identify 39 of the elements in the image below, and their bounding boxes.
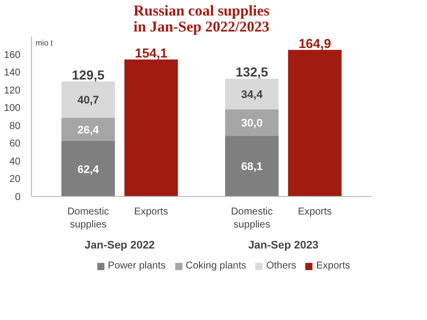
total-label: 164,9 bbox=[298, 36, 332, 51]
legend-label: Coking plants bbox=[186, 260, 246, 272]
bar bbox=[288, 50, 342, 196]
bar bbox=[225, 78, 279, 110]
legend-label: Power plants bbox=[108, 260, 166, 272]
total-label: 129,5 bbox=[72, 67, 104, 82]
x-tick-label: Exports bbox=[134, 206, 168, 218]
x-tick-label: Exports bbox=[298, 206, 332, 218]
bar bbox=[225, 136, 279, 196]
text: Jan-Sep 2023 bbox=[248, 240, 319, 252]
bar bbox=[124, 60, 178, 196]
bar bbox=[61, 141, 115, 196]
data-label: 26,4 bbox=[77, 124, 100, 136]
text: Jan-Sep 2022 bbox=[84, 240, 155, 252]
data-label: 40,7 bbox=[77, 94, 99, 106]
y-tick-label: 100 bbox=[4, 103, 21, 114]
bar bbox=[61, 81, 115, 118]
y-tick-label: 0 bbox=[14, 192, 21, 203]
y-tick-label: 80 bbox=[9, 120, 21, 132]
y-tick-label: 140 bbox=[4, 68, 21, 79]
y-tick-label: 160 bbox=[4, 50, 21, 61]
x-tick-label: Domestic supplies bbox=[67, 206, 110, 231]
bar bbox=[61, 118, 115, 142]
data-label: 34,4 bbox=[241, 89, 264, 102]
total-label: 132,5 bbox=[236, 64, 268, 80]
legend-label: Others bbox=[266, 260, 296, 272]
y-tick-label: 60 bbox=[9, 138, 21, 150]
y-tick-label: 120 bbox=[4, 85, 21, 96]
chart-title: Russian coal supplies in Jan-Sep 2022/2023 bbox=[134, 4, 270, 36]
x-tick-label: Domestic supplies bbox=[231, 206, 273, 231]
legend-label: Exports bbox=[316, 260, 350, 272]
bar bbox=[225, 109, 279, 136]
data-label: 30,0 bbox=[241, 118, 263, 130]
y-tick-label: 20 bbox=[9, 174, 21, 186]
total-label: 154,1 bbox=[134, 46, 168, 61]
y-axis-title: mio t bbox=[36, 38, 54, 48]
y-tick-label: 40 bbox=[9, 156, 21, 168]
data-label: 68,1 bbox=[241, 161, 263, 174]
data-label: 62,4 bbox=[77, 164, 100, 176]
